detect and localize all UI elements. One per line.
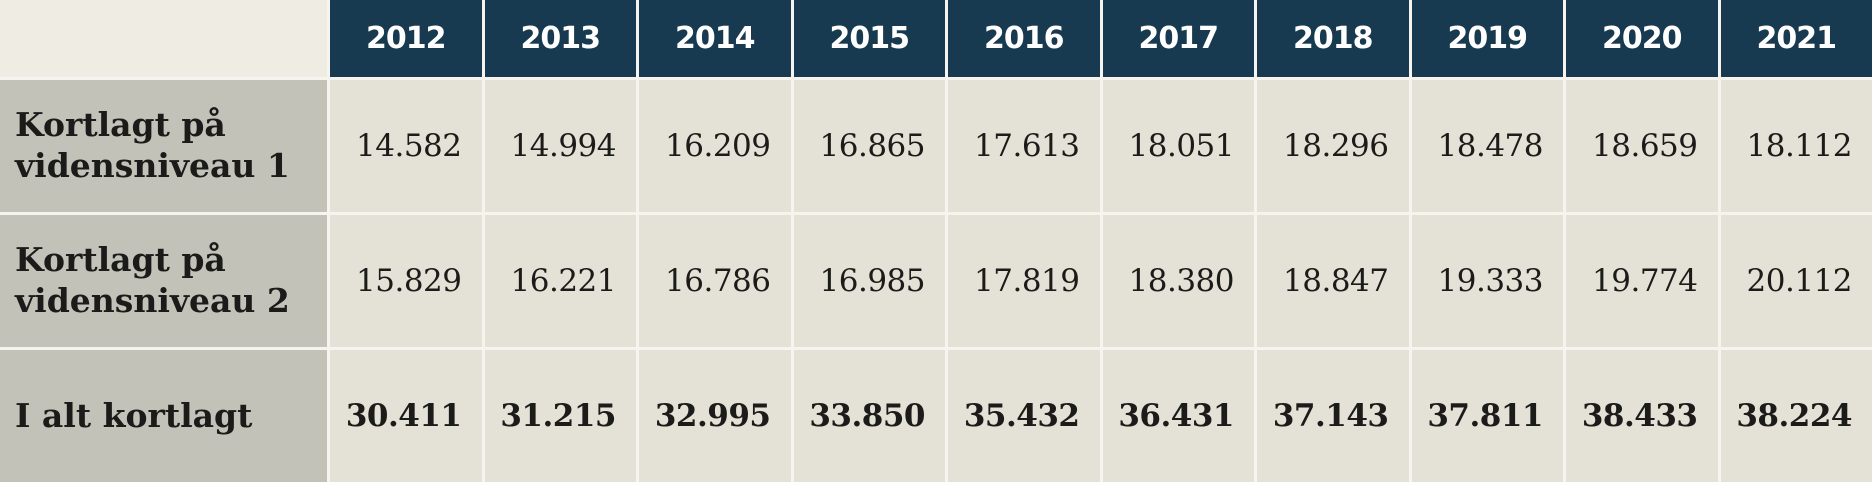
total-value-cell: 38.433 (1566, 350, 1718, 482)
value-cell: 19.333 (1411, 215, 1563, 347)
value-cell: 20.112 (1720, 215, 1872, 347)
total-value-cell: 35.432 (948, 350, 1100, 482)
corner-cell (0, 0, 327, 77)
total-value-cell: 33.850 (793, 350, 945, 482)
value-cell: 14.994 (484, 80, 636, 212)
row-label-vidensniveau-2: Kortlagt på vidensniveau 2 (0, 215, 327, 347)
value-cell: 16.985 (793, 215, 945, 347)
total-value-cell: 37.143 (1257, 350, 1409, 482)
total-value-cell: 30.411 (330, 350, 482, 482)
year-header-cell: 2020 (1566, 0, 1718, 77)
value-cell: 18.051 (1102, 80, 1254, 212)
value-cell: 18.847 (1257, 215, 1409, 347)
value-cell: 14.582 (330, 80, 482, 212)
value-cell: 16.221 (484, 215, 636, 347)
value-cell: 19.774 (1566, 215, 1718, 347)
row-label-vidensniveau-1: Kortlagt på vidensniveau 1 (0, 80, 327, 212)
value-cell: 18.478 (1411, 80, 1563, 212)
year-header-cell: 2021 (1720, 0, 1872, 77)
total-value-cell: 31.215 (484, 350, 636, 482)
total-value-cell: 37.811 (1411, 350, 1563, 482)
total-value-cell: 38.224 (1720, 350, 1872, 482)
year-header-cell: 2014 (639, 0, 791, 77)
value-cell: 18.296 (1257, 80, 1409, 212)
value-cell: 18.112 (1720, 80, 1872, 212)
total-value-cell: 36.431 (1102, 350, 1254, 482)
value-cell: 15.829 (330, 215, 482, 347)
value-cell: 16.865 (793, 80, 945, 212)
value-cell: 18.659 (1566, 80, 1718, 212)
year-header-cell: 2017 (1102, 0, 1254, 77)
year-header-cell: 2019 (1411, 0, 1563, 77)
year-header-cell: 2013 (484, 0, 636, 77)
value-cell: 16.209 (639, 80, 791, 212)
value-cell: 18.380 (1102, 215, 1254, 347)
year-header-cell: 2018 (1257, 0, 1409, 77)
row-label-total: I alt kortlagt (0, 350, 327, 482)
value-cell: 16.786 (639, 215, 791, 347)
year-header-cell: 2015 (793, 0, 945, 77)
value-cell: 17.819 (948, 215, 1100, 347)
year-header-cell: 2016 (948, 0, 1100, 77)
total-value-cell: 32.995 (639, 350, 791, 482)
year-header-cell: 2012 (330, 0, 482, 77)
value-cell: 17.613 (948, 80, 1100, 212)
